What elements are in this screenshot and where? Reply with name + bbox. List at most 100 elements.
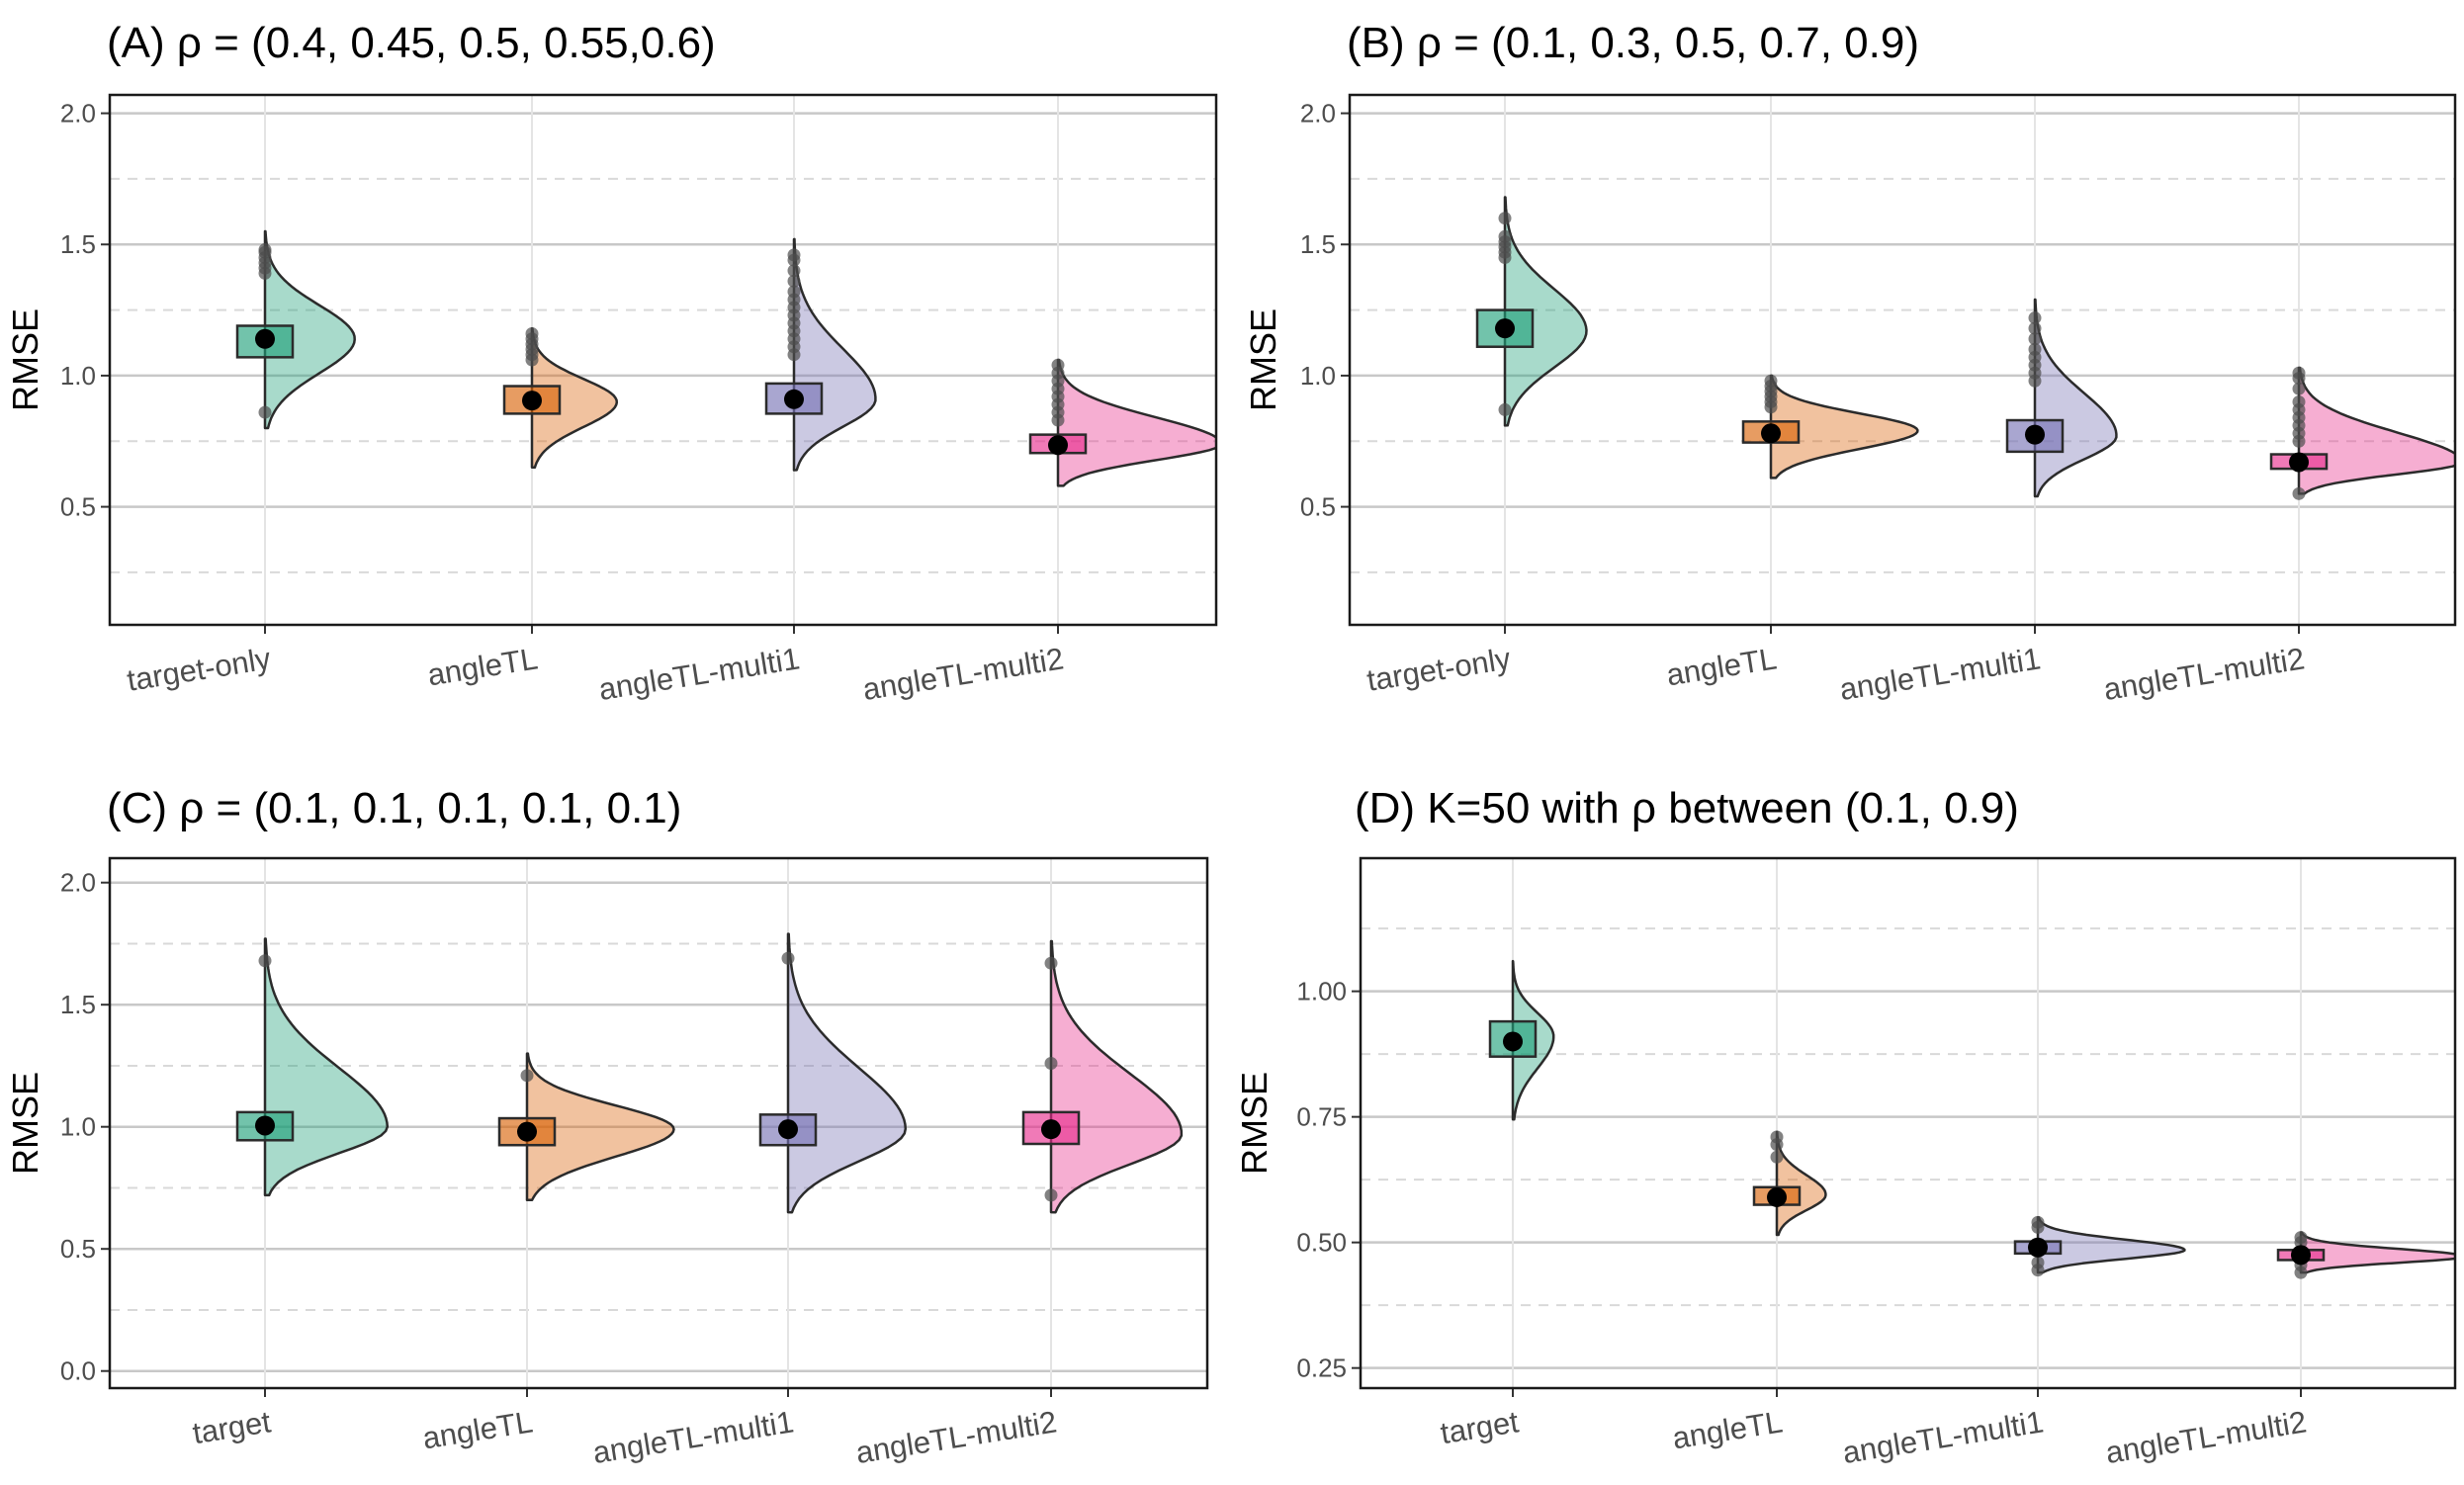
x-tick-label-angletl-multi1: angleTL-multi1	[1840, 1404, 2046, 1470]
mean-point-angletl-multi2	[2289, 452, 2309, 473]
outlier-point	[787, 274, 801, 288]
y-axis-label: RMSE	[5, 308, 45, 411]
y-tick-label: 0.5	[60, 492, 96, 522]
violin-angletl	[525, 1052, 675, 1202]
y-tick-label: 2.0	[60, 99, 96, 129]
x-tick-label-angletl-multi2: angleTL-multi2	[860, 641, 1066, 707]
y-axis-label: RMSE	[5, 1072, 45, 1175]
x-tick-label-angletl-multi1: angleTL-multi1	[1837, 641, 2043, 707]
outlier-point	[1498, 212, 1512, 225]
y-tick-label: 1.5	[1300, 229, 1336, 259]
x-tick-label-angletl-multi2: angleTL-multi2	[853, 1404, 1059, 1470]
outlier-point	[2292, 394, 2306, 408]
y-tick-label: 0.25	[1296, 1354, 1347, 1383]
panel-title: (C) ρ = (0.1, 0.1, 0.1, 0.1, 0.1)	[107, 784, 681, 832]
violin-angletl	[1769, 374, 1919, 480]
mean-point-angletl	[1767, 1186, 1787, 1207]
y-axis-label: RMSE	[1243, 308, 1283, 411]
panel-border	[1359, 856, 2457, 1390]
mean-point-angletl-multi1	[2025, 424, 2045, 445]
outlier-point	[1770, 1130, 1784, 1144]
violin-target-only	[1503, 196, 1588, 427]
outlier-point	[787, 264, 801, 278]
mean-point-angletl-multi2	[2291, 1245, 2311, 1266]
violin-angletl-multi2	[1056, 358, 1216, 487]
plot-area	[235, 229, 1216, 487]
y-tick-label: 0.0	[60, 1356, 96, 1386]
panel-title: (A) ρ = (0.4, 0.45, 0.5, 0.55,0.6)	[107, 19, 716, 67]
violin-angletl-multi1	[786, 932, 908, 1214]
outlier-point	[525, 326, 539, 340]
outlier-point	[2292, 486, 2306, 500]
mean-point-angletl-multi1	[2028, 1237, 2048, 1258]
mean-point-angletl-multi2	[1041, 1119, 1061, 1140]
mean-point-target-only	[255, 328, 275, 349]
outlier-point	[2292, 382, 2306, 395]
y-tick-label: 0.5	[60, 1234, 96, 1264]
y-tick-label: 1.0	[60, 361, 96, 391]
outlier-point	[1498, 229, 1512, 243]
y-tick-label: 1.5	[60, 229, 96, 259]
panel-border	[108, 856, 1209, 1390]
x-tick-label-target: target	[190, 1404, 273, 1450]
plot-area	[1488, 959, 2455, 1279]
outlier-point	[787, 248, 801, 262]
outlier-point	[2292, 366, 2306, 380]
violin-angletl-multi2	[2299, 1231, 2455, 1274]
violin-angletl-multi2	[1049, 939, 1184, 1214]
y-tick-label: 2.0	[60, 868, 96, 898]
x-tick-label-angletl: angleTL	[1664, 641, 1779, 692]
x-tick-label-target-only: target-only	[1364, 641, 1514, 698]
outlier-point	[787, 285, 801, 299]
y-tick-label: 2.0	[1300, 99, 1336, 129]
outlier-point	[2028, 311, 2042, 325]
y-axis-label: RMSE	[1234, 1072, 1275, 1175]
outlier-point	[1044, 1056, 1058, 1070]
x-tick-label-angletl: angleTL	[420, 1404, 535, 1455]
outlier-point	[520, 1069, 534, 1083]
violin-angletl	[1775, 1130, 1827, 1237]
panel-border	[1348, 93, 2457, 627]
y-tick-label: 1.0	[60, 1112, 96, 1142]
x-tick-label-angletl: angleTL	[1670, 1404, 1785, 1455]
outlier-point	[2028, 342, 2042, 356]
box-target-only	[1475, 308, 1535, 348]
y-tick-label: 1.00	[1296, 977, 1347, 1006]
violin-target	[263, 937, 390, 1197]
mean-point-angletl	[1761, 423, 1781, 444]
y-tick-label: 1.0	[1300, 361, 1336, 391]
mean-point-target	[1503, 1031, 1523, 1052]
violin-angletl-multi1	[792, 237, 877, 472]
x-tick-label-target-only: target-only	[125, 641, 274, 698]
violin-angletl-multi2	[2297, 366, 2455, 495]
outlier-point	[258, 954, 272, 968]
outlier-point	[2031, 1215, 2045, 1229]
mean-point-angletl-multi1	[784, 389, 804, 409]
panel-d: (D) K=50 with ρ between (0.1, 0.9) 0.25 0.…	[1234, 784, 2457, 1470]
x-tick-label-angletl-multi1: angleTL-multi1	[596, 641, 802, 707]
panel-border	[108, 93, 1218, 627]
mean-point-angletl	[522, 391, 542, 411]
outlier-point	[781, 951, 795, 965]
outlier-point	[2031, 1256, 2045, 1269]
mean-point-target	[255, 1115, 275, 1136]
x-tick-label-angletl: angleTL	[425, 641, 540, 692]
violin-angletl-multi1	[2033, 298, 2118, 498]
mean-point-target-only	[1495, 318, 1515, 339]
outlier-point	[1770, 1150, 1784, 1164]
panel-a: (A) ρ = (0.4, 0.45, 0.5, 0.55,0.6) 0.5 1.0…	[5, 19, 1218, 707]
violin-angletl-multi1	[2036, 1216, 2186, 1274]
outlier-point	[1498, 402, 1512, 416]
outlier-point	[258, 243, 272, 257]
y-tick-label: 0.50	[1296, 1228, 1347, 1258]
outlier-point	[2294, 1231, 2308, 1245]
mean-point-angletl-multi2	[1048, 435, 1068, 456]
plot-area	[1475, 196, 2455, 500]
x-tick-label-angletl-multi2: angleTL-multi2	[2103, 1404, 2309, 1470]
mean-point-angletl-multi1	[778, 1119, 798, 1140]
outlier-point	[1051, 358, 1065, 372]
panel-c: (C) ρ = (0.1, 0.1, 0.1, 0.1, 0.1) 0.0 0.5 1…	[5, 784, 1209, 1470]
panel-title: (D) K=50 with ρ between (0.1, 0.9)	[1355, 784, 2019, 832]
outlier-point	[1764, 374, 1778, 388]
